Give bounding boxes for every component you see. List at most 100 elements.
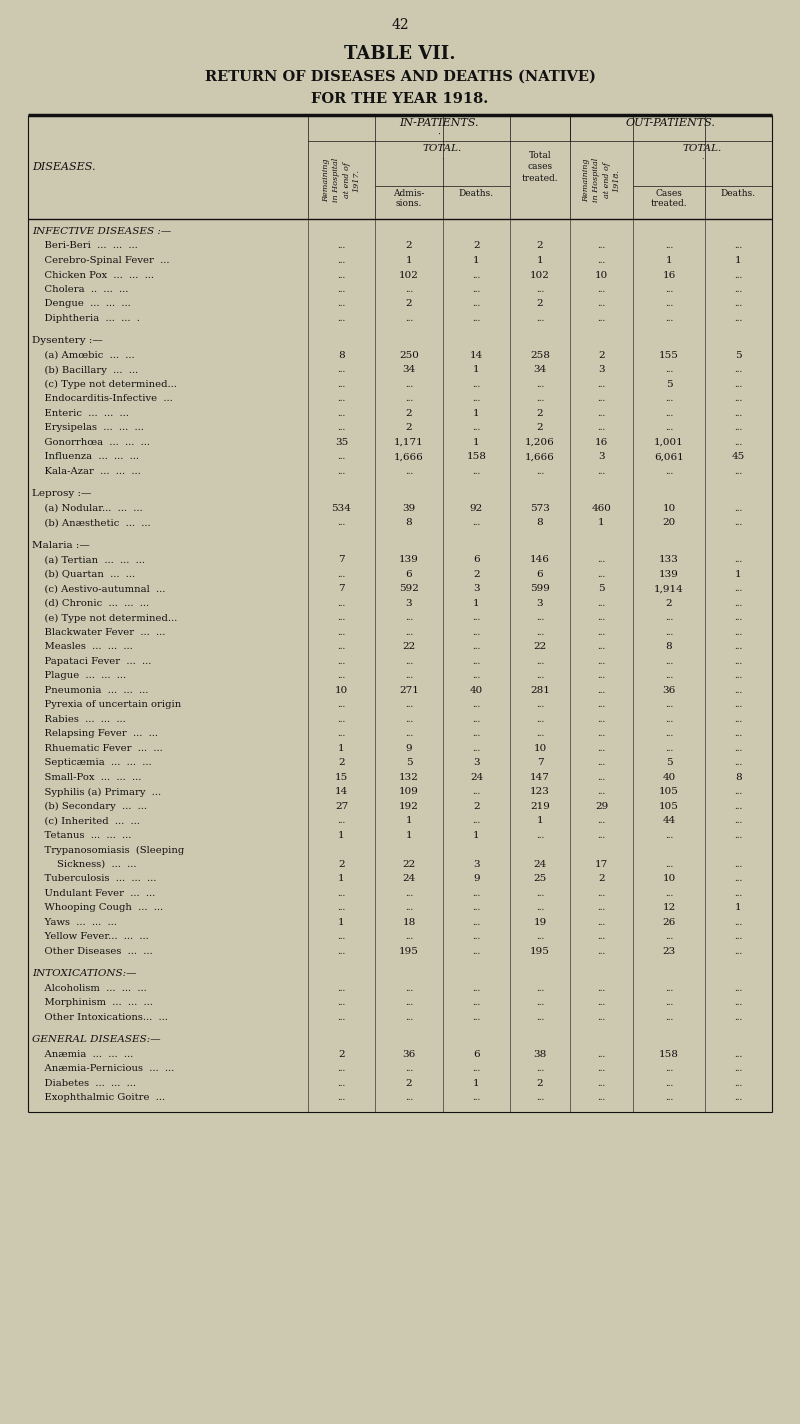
Text: ...: ... (472, 1012, 481, 1022)
Text: 1,206: 1,206 (525, 439, 555, 447)
Text: 219: 219 (530, 802, 550, 810)
Text: 102: 102 (530, 271, 550, 279)
Text: ...: ... (338, 729, 346, 739)
Text: ...: ... (734, 600, 742, 608)
Text: ...: ... (665, 656, 673, 666)
Text: ...: ... (734, 874, 742, 883)
Text: Yellow Fever...  ...  ...: Yellow Fever... ... ... (32, 933, 149, 941)
Text: 3: 3 (537, 600, 543, 608)
Text: ...: ... (598, 759, 606, 768)
Text: 19: 19 (534, 918, 546, 927)
Text: Admis-
sions.: Admis- sions. (394, 189, 425, 208)
Text: ...: ... (598, 315, 606, 323)
Text: ...: ... (734, 1012, 742, 1022)
Text: Erysipelas  ...  ...  ...: Erysipelas ... ... ... (32, 423, 144, 433)
Text: 573: 573 (530, 504, 550, 513)
Text: ...: ... (405, 715, 413, 723)
Text: ...: ... (338, 672, 346, 681)
Text: 1: 1 (338, 743, 345, 753)
Text: ...: ... (338, 1064, 346, 1074)
Text: ...: ... (734, 394, 742, 403)
Text: 133: 133 (659, 555, 679, 564)
Text: Anæmia  ...  ...  ...: Anæmia ... ... ... (32, 1049, 134, 1059)
Text: ...: ... (536, 984, 544, 993)
Text: ...: ... (734, 409, 742, 419)
Text: ...: ... (665, 394, 673, 403)
Text: 24: 24 (402, 874, 416, 883)
Text: ...: ... (536, 656, 544, 666)
Text: 1: 1 (735, 903, 742, 913)
Text: ...: ... (338, 600, 346, 608)
Text: ...: ... (734, 315, 742, 323)
Text: Plague  ...  ...  ...: Plague ... ... ... (32, 672, 126, 681)
Text: 1: 1 (338, 832, 345, 840)
Text: OUT-PATIENTS.: OUT-PATIENTS. (626, 118, 716, 128)
Text: 1,171: 1,171 (394, 439, 424, 447)
Text: 2: 2 (537, 242, 543, 251)
Text: 195: 195 (530, 947, 550, 956)
Text: 6,061: 6,061 (654, 453, 684, 461)
Text: ...: ... (734, 555, 742, 564)
Text: ...: ... (536, 1012, 544, 1022)
Text: ...: ... (734, 1064, 742, 1074)
Text: 1: 1 (473, 256, 480, 265)
Text: Cases
treated.: Cases treated. (650, 189, 687, 208)
Text: ...: ... (734, 715, 742, 723)
Text: ...: ... (472, 285, 481, 293)
Text: Small-Pox  ...  ...  ...: Small-Pox ... ... ... (32, 773, 142, 782)
Text: ...: ... (405, 701, 413, 709)
Text: RETURN OF DISEASES AND DEATHS (NATIVE): RETURN OF DISEASES AND DEATHS (NATIVE) (205, 70, 595, 84)
Text: 109: 109 (399, 787, 419, 796)
Text: Remaining
in Hospital
at end of
1918.: Remaining in Hospital at end of 1918. (582, 158, 621, 202)
Text: ...: ... (598, 1012, 606, 1022)
Text: Measles  ...  ...  ...: Measles ... ... ... (32, 642, 133, 651)
Text: 139: 139 (659, 570, 679, 580)
Text: 5: 5 (666, 759, 672, 768)
Text: 2: 2 (406, 1079, 412, 1088)
Text: Anæmia-Pernicious  ...  ...: Anæmia-Pernicious ... ... (32, 1064, 174, 1074)
Text: ...: ... (338, 299, 346, 309)
Text: 195: 195 (399, 947, 419, 956)
Text: 1: 1 (473, 366, 480, 375)
Text: ...: ... (405, 656, 413, 666)
Text: 35: 35 (335, 439, 348, 447)
Text: ...: ... (472, 656, 481, 666)
Text: ...: ... (472, 889, 481, 899)
Text: 592: 592 (399, 584, 419, 594)
Text: ...: ... (665, 889, 673, 899)
Text: ...: ... (734, 984, 742, 993)
Text: ...: ... (405, 614, 413, 622)
Text: ...: ... (338, 394, 346, 403)
Text: ...: ... (734, 380, 742, 389)
Text: 1: 1 (473, 600, 480, 608)
Text: 192: 192 (399, 802, 419, 810)
Text: ...: ... (665, 1064, 673, 1074)
Text: 24: 24 (534, 860, 546, 869)
Text: ...: ... (472, 729, 481, 739)
Text: 5: 5 (735, 350, 742, 360)
Text: Malaria :—: Malaria :— (32, 541, 90, 550)
Text: ...: ... (598, 394, 606, 403)
Text: 36: 36 (402, 1049, 416, 1059)
Text: 3: 3 (473, 860, 480, 869)
Text: ...: ... (338, 947, 346, 956)
Text: ...: ... (338, 423, 346, 433)
Text: ...: ... (665, 1012, 673, 1022)
Text: ...: ... (598, 299, 606, 309)
Text: 1,001: 1,001 (654, 439, 684, 447)
Text: Other Diseases  ...  ...: Other Diseases ... ... (32, 947, 153, 956)
Text: ...: ... (734, 1079, 742, 1088)
Text: 460: 460 (591, 504, 611, 513)
Text: ...: ... (338, 656, 346, 666)
Text: ...: ... (472, 787, 481, 796)
Text: 6: 6 (473, 555, 480, 564)
Text: 2: 2 (537, 299, 543, 309)
Text: ...: ... (338, 242, 346, 251)
Text: Undulant Fever  ...  ...: Undulant Fever ... ... (32, 889, 155, 899)
Text: (b) Secondary  ...  ...: (b) Secondary ... ... (32, 802, 147, 812)
Text: 3: 3 (473, 584, 480, 594)
Text: 45: 45 (732, 453, 745, 461)
Text: 2: 2 (338, 759, 345, 768)
Text: ...: ... (472, 1064, 481, 1074)
Text: Exophthalmic Goitre  ...: Exophthalmic Goitre ... (32, 1094, 165, 1102)
